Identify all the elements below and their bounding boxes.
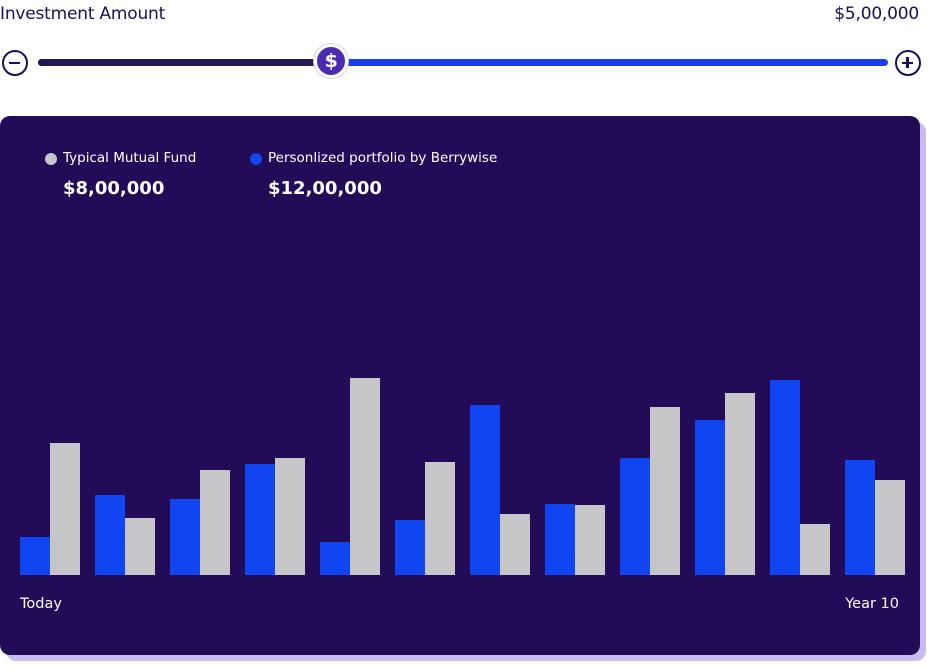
bar-personalized-6 [395,520,425,575]
bar-typical-3 [200,470,230,575]
bar-typical-9 [650,407,680,575]
legend-personalized-label: Personlized portfolio by Berrywise [268,150,498,166]
increase-button[interactable] [895,50,921,76]
bar-personalized-7 [470,405,500,575]
bar-personalized-11 [770,380,800,575]
investment-amount-value: $5,00,000 [834,4,919,24]
bar-personalized-5 [320,542,350,575]
minus-icon [9,61,20,64]
bar-typical-8 [575,505,605,575]
bar-typical-4 [275,458,305,575]
bar-typical-2 [125,518,155,575]
slider-track[interactable] [38,59,888,66]
personalized-dot-icon [250,153,262,165]
bar-typical-7 [500,514,530,575]
bar-typical-5 [350,378,380,575]
investment-slider[interactable]: $ [0,44,934,80]
slider-thumb[interactable]: $ [314,44,349,78]
bar-typical-10 [725,393,755,575]
slider-fill [38,59,332,66]
bar-personalized-12 [845,460,875,575]
bar-personalized-10 [695,420,725,575]
bar-personalized-2 [95,495,125,575]
growth-bar-chart [20,378,905,575]
bar-personalized-1 [20,537,50,575]
legend-typical-label: Typical Mutual Fund [63,150,197,166]
bar-typical-11 [800,524,830,575]
investment-amount-label: Investment Amount [0,4,166,24]
bar-personalized-3 [170,499,200,575]
bar-personalized-4 [245,464,275,575]
comparison-panel: Typical Mutual Fund $8,00,000 Personlize… [0,116,920,655]
investment-header: Investment Amount $5,00,000 [0,0,934,30]
decrease-button[interactable] [2,50,28,76]
bar-personalized-9 [620,458,650,575]
bar-typical-1 [50,443,80,575]
bar-personalized-8 [545,504,575,575]
bar-typical-6 [425,462,455,575]
bar-typical-12 [875,480,905,575]
legend-typical-value: $8,00,000 [63,178,165,199]
typical-dot-icon [45,153,57,165]
x-axis-end-label: Year 10 [845,596,899,612]
x-axis-start-label: Today [20,596,62,612]
legend-personalized-value: $12,00,000 [268,178,382,199]
